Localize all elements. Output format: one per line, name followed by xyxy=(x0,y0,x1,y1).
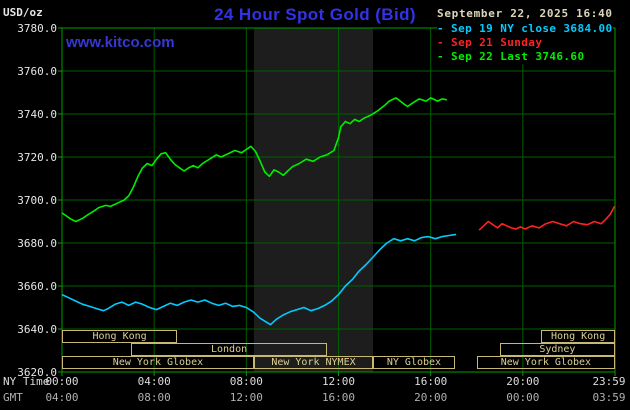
x-tick-label-ny: 16:00 xyxy=(414,375,448,388)
y-tick-label: 3680.0 xyxy=(17,237,57,250)
legend-dash: - xyxy=(437,50,452,63)
x-tick-label-ny: 20:00 xyxy=(506,375,540,388)
session-new-york-globex: New York Globex xyxy=(476,356,615,369)
y-tick-label: 3620.0 xyxy=(17,366,57,379)
legend-item-sep19-ny-close: - Sep 19 NY close 3684.00 xyxy=(437,22,613,36)
legend: - Sep 19 NY close 3684.00- Sep 21 Sunday… xyxy=(437,22,613,64)
y-tick-label: 3720.0 xyxy=(17,151,57,164)
legend-dash: - xyxy=(437,36,452,49)
legend-label: Sep 22 Last 3746.60 xyxy=(451,50,585,63)
legend-label: Sep 21 Sunday xyxy=(451,36,543,49)
x-tick-label-gmt: 04:00 xyxy=(45,391,79,404)
series-sep21-sunday xyxy=(478,206,616,231)
y-tick-label: 3740.0 xyxy=(17,108,57,121)
session-hong-kong: Hong Kong xyxy=(62,330,178,343)
series-sep19-ny-close xyxy=(61,233,457,326)
y-tick-label: 3760.0 xyxy=(17,65,57,78)
x-tick-label-gmt: 16:00 xyxy=(321,391,356,404)
ny-time-axis-label: NY Time xyxy=(3,375,50,388)
y-tick-label: 3780.0 xyxy=(17,22,57,35)
chart-title: 24 Hour Spot Gold (Bid) xyxy=(214,5,416,24)
session-sydney: Sydney xyxy=(499,343,615,356)
legend-item-sep21-sunday: - Sep 21 Sunday xyxy=(437,36,613,50)
x-tick-label-ny: 08:00 xyxy=(229,375,263,388)
x-tick-label-gmt: 08:00 xyxy=(137,391,171,404)
x-tick-label-ny: 00:00 xyxy=(45,375,79,388)
y-tick-label: 3640.0 xyxy=(17,323,57,336)
legend-item-sep22-last: - Sep 22 Last 3746.60 xyxy=(437,50,613,64)
session-new-york-globex: New York Globex xyxy=(62,356,254,369)
x-tick-label-gmt: 00:00 xyxy=(506,391,540,404)
session-hong-kong: Hong Kong xyxy=(541,330,615,343)
series-sep22-last xyxy=(61,97,447,223)
session-new-york-nymex: New York NYMEX xyxy=(253,356,374,369)
chart-datetime: September 22, 2025 16:40 xyxy=(437,7,613,20)
kitco-watermark-link[interactable]: www.kitco.com xyxy=(66,34,175,51)
x-tick-label-gmt: 03:59 xyxy=(592,391,626,404)
legend-dash: - xyxy=(437,22,452,35)
session-london: London xyxy=(131,343,327,356)
y-tick-label: 3700.0 xyxy=(17,194,57,207)
y-tick-label: 3660.0 xyxy=(17,280,57,293)
x-tick-label-gmt: 12:00 xyxy=(229,391,263,404)
x-tick-label-ny: 04:00 xyxy=(137,375,171,388)
x-tick-label-ny: 23:59 xyxy=(592,375,626,388)
session-ny-globex: NY Globex xyxy=(373,356,455,369)
y-axis-unit-label: USD/oz xyxy=(3,6,43,19)
x-tick-label-gmt: 20:00 xyxy=(414,391,448,404)
x-tick-label-ny: 12:00 xyxy=(321,375,356,388)
gmt-axis-label: GMT xyxy=(3,391,23,404)
legend-label: Sep 19 NY close 3684.00 xyxy=(451,22,613,35)
